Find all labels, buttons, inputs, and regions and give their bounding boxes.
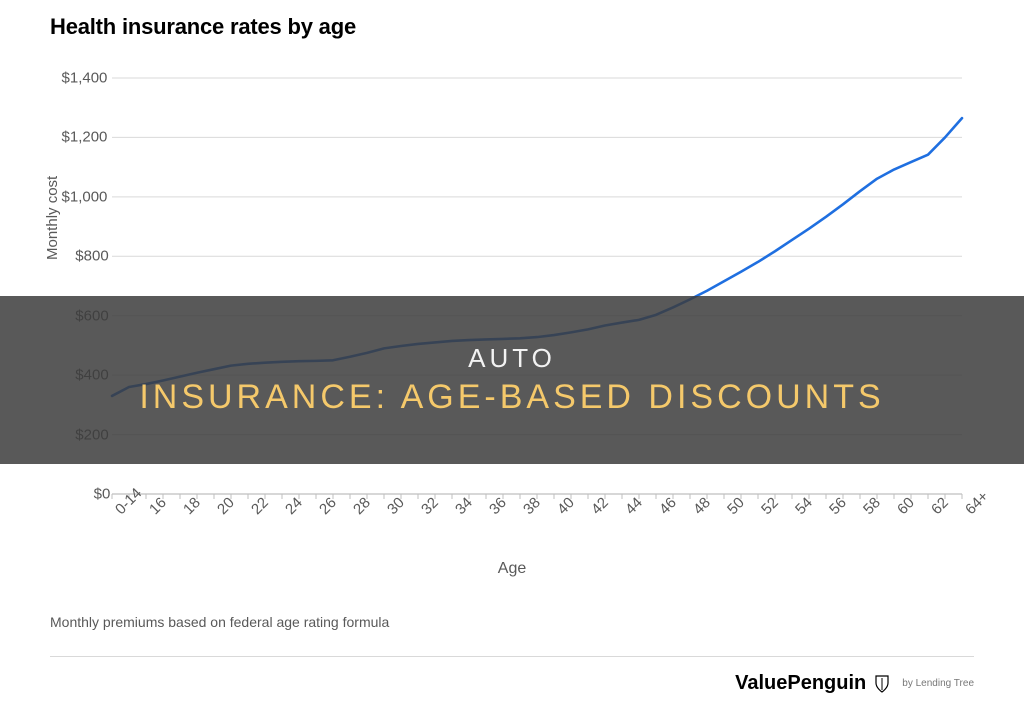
overlay-banner: AUTO INSURANCE: AGE-BASED DISCOUNTS: [0, 296, 1024, 464]
x-tick-label: 38: [520, 494, 544, 518]
x-tick-label: 20: [214, 494, 238, 518]
x-tick-label: 48: [690, 494, 714, 518]
brand-footer: ValuePenguin by Lending Tree: [735, 672, 974, 695]
brand-name: ValuePenguin: [735, 672, 866, 695]
divider: [50, 656, 974, 657]
y-tick-label: $1,000: [62, 188, 108, 205]
x-tick-label: 44: [622, 494, 646, 518]
x-tick-label: 18: [180, 494, 204, 518]
brand-icon: [872, 674, 892, 694]
overlay-line-1: AUTO: [468, 343, 556, 374]
x-tick-label: 62: [928, 494, 952, 518]
chart-title: Health insurance rates by age: [50, 14, 356, 40]
x-tick-label: 24: [282, 494, 306, 518]
y-tick-label: $800: [75, 248, 108, 265]
x-tick-label: 30: [384, 494, 408, 518]
x-tick-label: 46: [656, 494, 680, 518]
y-tick-label: $1,200: [62, 129, 108, 146]
x-tick-label: 22: [248, 494, 272, 518]
y-tick-label: $0: [94, 486, 111, 503]
x-tick-label: 42: [588, 494, 612, 518]
brand-byline: by Lending Tree: [902, 679, 974, 689]
x-tick-label: 40: [554, 494, 578, 518]
x-tick-label: 54: [792, 494, 816, 518]
x-tick-label: 58: [860, 494, 884, 518]
x-tick-label: 32: [418, 494, 442, 518]
x-axis-label: Age: [0, 560, 1024, 578]
x-tick-label: 34: [452, 494, 476, 518]
overlay-line-2: INSURANCE: AGE-BASED DISCOUNTS: [139, 378, 884, 417]
page-root: Health insurance rates by age Monthly co…: [0, 0, 1024, 708]
x-tick-label: 60: [894, 494, 918, 518]
x-tick-label: 52: [758, 494, 782, 518]
x-tick-label: 28: [350, 494, 374, 518]
x-tick-label: 36: [486, 494, 510, 518]
x-tick-label: 50: [724, 494, 748, 518]
y-tick-label: $1,400: [62, 70, 108, 87]
x-tick-label: 16: [146, 494, 170, 518]
chart-footnote: Monthly premiums based on federal age ra…: [50, 614, 389, 630]
x-tick-label: 56: [826, 494, 850, 518]
x-tick-label: 26: [316, 494, 340, 518]
